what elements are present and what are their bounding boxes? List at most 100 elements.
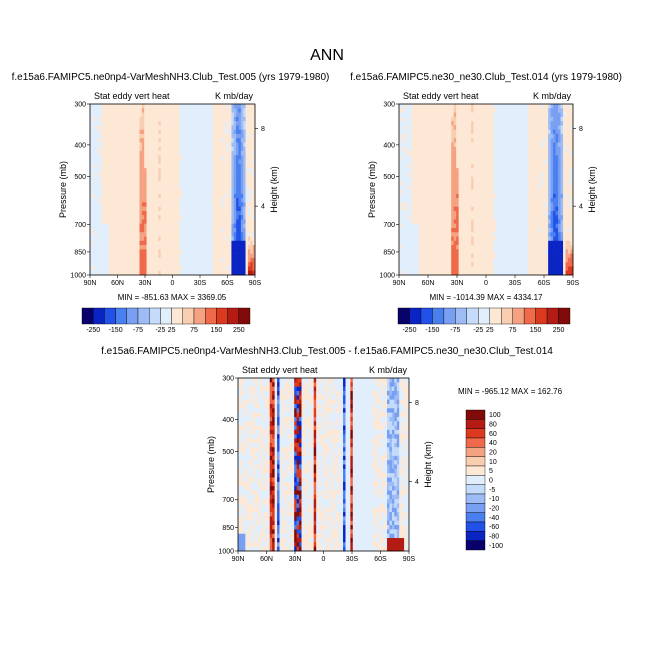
heatmap-cell: [428, 133, 432, 139]
heatmap-cell: [132, 232, 136, 237]
heatmap-cell: [441, 116, 445, 122]
heatmap-cell: [406, 151, 410, 156]
heatmap-cell: [163, 146, 166, 152]
heatmap-cell: [518, 138, 522, 143]
heatmap-cell: [205, 270, 209, 276]
heatmap-cell: [158, 104, 162, 109]
heatmap-cell: [189, 108, 192, 113]
heatmap-cell: [490, 262, 494, 267]
heatmap-cell: [408, 121, 412, 126]
heatmap-cell: [132, 266, 136, 272]
heatmap-cell: [108, 232, 112, 237]
heatmap-cell: [90, 270, 93, 276]
heatmap-cell: [222, 227, 225, 233]
heatmap-cell: [130, 172, 133, 177]
heatmap-cell: [500, 180, 504, 186]
heatmap-cell: [523, 189, 527, 195]
heatmap-cell: [113, 168, 117, 173]
heatmap-cell: [503, 240, 507, 246]
heatmap-cell: [165, 206, 169, 212]
heatmap-cell: [181, 236, 185, 242]
heatmap-cell: [212, 155, 216, 160]
heatmap-cell: [179, 262, 183, 267]
heatmap-cell: [438, 249, 442, 254]
heatmap-cell: [443, 176, 447, 182]
heatmap-cell: [243, 168, 246, 173]
heatmap-cell: [189, 232, 192, 237]
heatmap-cell: [94, 163, 98, 169]
heatmap-cell: [120, 245, 124, 250]
heatmap-cell: [207, 142, 211, 148]
heatmap-cell: [238, 116, 242, 122]
heatmap-cell: [191, 104, 195, 109]
heatmap-cell: [205, 151, 209, 156]
heatmap-cell: [490, 125, 494, 130]
heatmap-cell: [438, 193, 442, 199]
heatmap-cell: [456, 245, 459, 250]
heatmap-cell: [498, 146, 502, 152]
heatmap-cell: [200, 202, 204, 207]
heatmap-cell: [163, 193, 166, 199]
heatmap-cell: [118, 257, 121, 263]
heatmap-cell: [528, 198, 532, 203]
heatmap-cell: [493, 193, 497, 199]
heatmap-cell: [426, 172, 430, 177]
heatmap-cell: [207, 172, 211, 177]
heatmap-cell: [493, 189, 497, 195]
heatmap-cell: [505, 245, 509, 250]
heatmap-cell: [120, 133, 124, 139]
heatmap-cell: [448, 108, 452, 113]
heatmap-cell: [179, 138, 183, 143]
heatmap-cell: [483, 189, 487, 195]
heatmap-cell: [127, 202, 131, 207]
heatmap-cell: [94, 215, 98, 220]
heatmap-cell: [111, 210, 114, 216]
heatmap-cell: [438, 155, 442, 160]
heatmap-cell: [132, 253, 136, 259]
heatmap-cell: [443, 172, 447, 177]
heatmap-cell: [513, 253, 517, 259]
heatmap-cell: [406, 270, 410, 276]
heatmap-cell: [125, 223, 129, 229]
heatmap-cell: [238, 219, 242, 225]
heatmap-cell: [245, 172, 249, 177]
heatmap-cell: [181, 257, 185, 263]
heatmap-cell: [453, 125, 457, 130]
heatmap-cell: [525, 270, 529, 276]
heatmap-cell: [127, 125, 131, 130]
heatmap-cell: [108, 236, 112, 242]
heatmap-cell: [189, 240, 192, 246]
heatmap-cell: [217, 163, 220, 169]
heatmap-cell: [515, 116, 519, 122]
heatmap-cell: [172, 172, 176, 177]
heatmap-cell: [476, 138, 479, 143]
heatmap-cell: [421, 180, 425, 186]
heatmap-cell: [483, 266, 487, 272]
heatmap-cell: [94, 240, 98, 246]
heatmap-cell: [493, 249, 497, 254]
heatmap-cell: [139, 193, 143, 199]
heatmap-cell: [165, 223, 169, 229]
heatmap-cell: [403, 155, 407, 160]
heatmap-cell: [113, 108, 117, 113]
heatmap-cell: [146, 108, 150, 113]
heatmap-cell: [523, 185, 527, 190]
heatmap-cell: [141, 245, 145, 250]
heatmap-cell: [403, 219, 407, 225]
heatmap-cell: [193, 236, 197, 242]
heatmap-cell: [99, 270, 103, 276]
heatmap-cell: [127, 163, 131, 169]
heatmap-cell: [212, 108, 216, 113]
heatmap-cell: [172, 112, 176, 118]
heatmap-cell: [243, 198, 246, 203]
heatmap-cell: [453, 176, 457, 182]
heatmap-cell: [224, 112, 228, 118]
heatmap-cell: [458, 240, 462, 246]
heatmap-cell: [115, 210, 119, 216]
heatmap-cell: [132, 198, 136, 203]
heatmap-cell: [428, 215, 432, 220]
heatmap-cell: [186, 236, 190, 242]
heatmap-cell: [476, 227, 479, 233]
heatmap-cell: [441, 215, 445, 220]
heatmap-cell: [483, 108, 487, 113]
